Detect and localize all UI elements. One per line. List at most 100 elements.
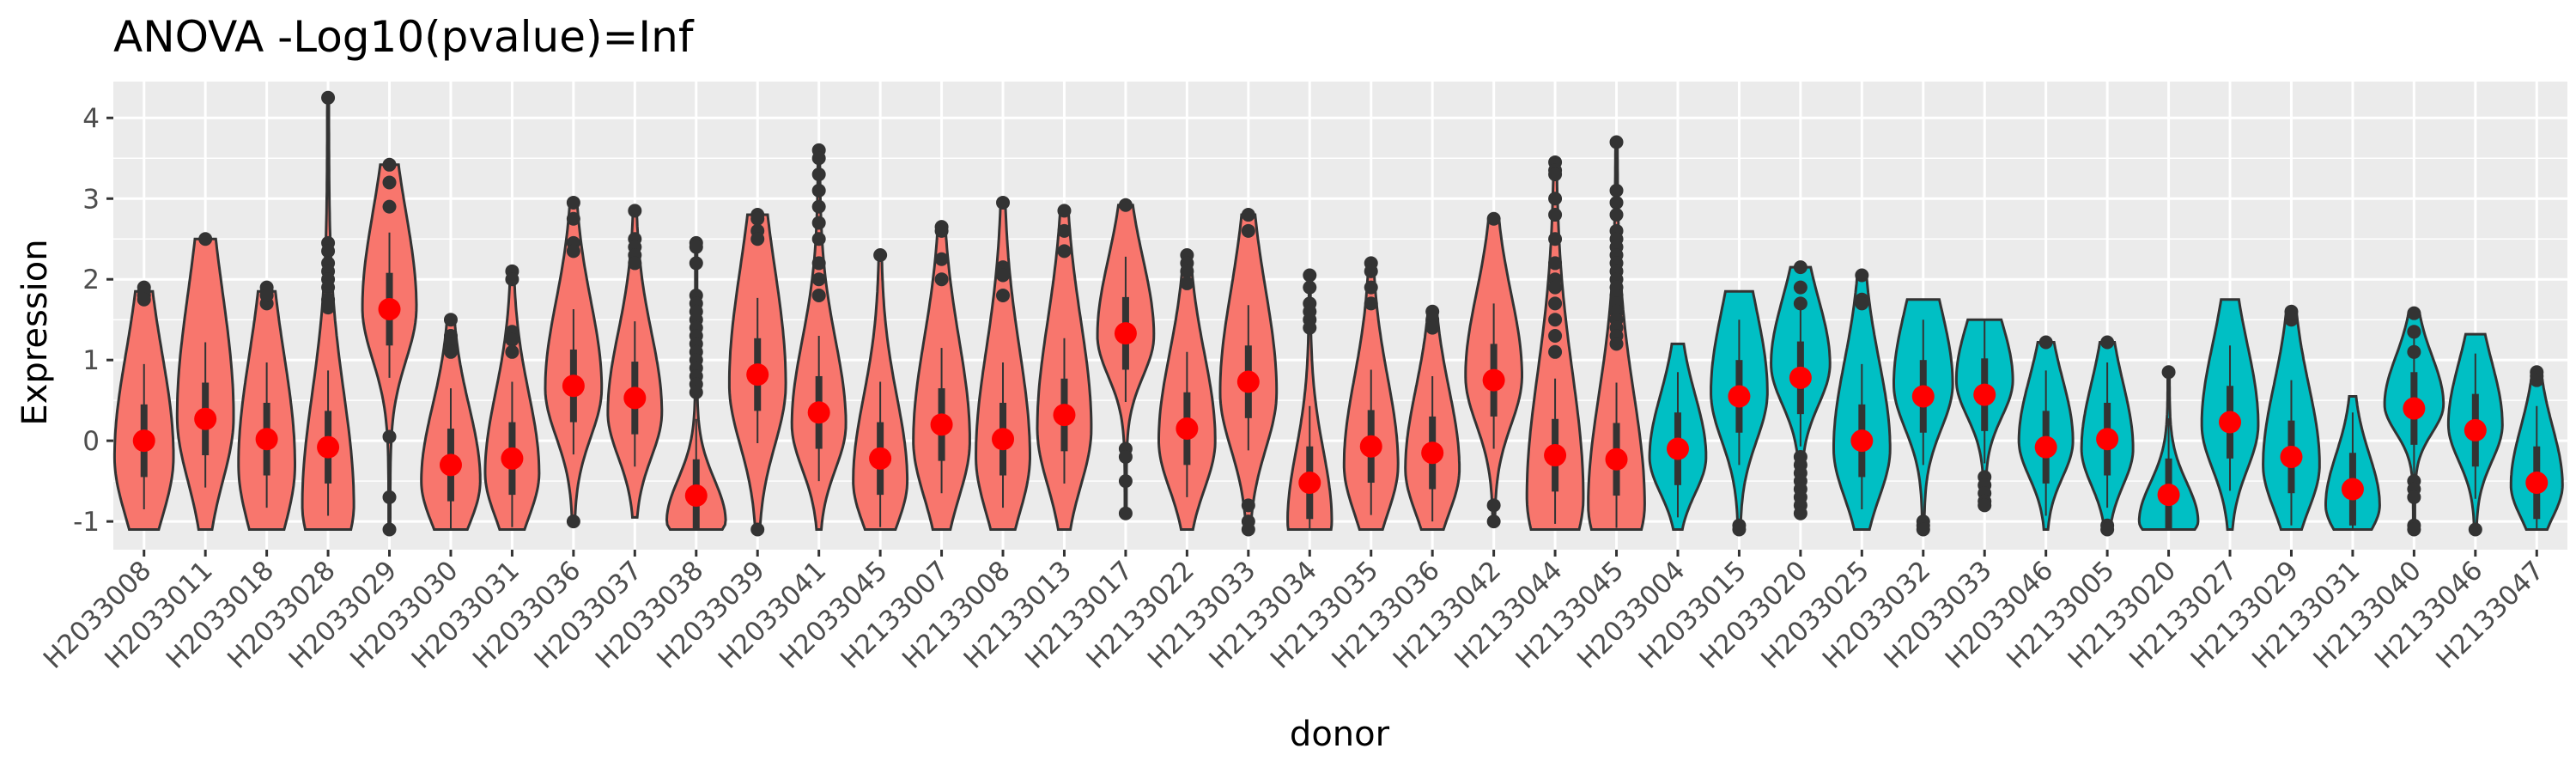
outlier-point (321, 280, 336, 295)
outlier-point (1548, 296, 1563, 311)
mean-point-H2033030 (439, 453, 462, 477)
outlier-point (2284, 313, 2299, 327)
outlier-point (2407, 344, 2421, 359)
outlier-point (1855, 296, 1869, 311)
outlier-points (137, 90, 2544, 537)
mean-point-H2033011 (194, 407, 217, 430)
outlier-point (811, 232, 826, 247)
mean-point-H2033046 (2034, 435, 2057, 459)
mean-point-H2033041 (807, 401, 830, 424)
y-tick-label: 3 (82, 184, 100, 215)
mean-point-H2133031 (2341, 478, 2364, 501)
outlier-point (1486, 514, 1501, 529)
outlier-point (628, 204, 642, 218)
outlier-point (2407, 306, 2421, 320)
outlier-point (505, 344, 519, 359)
outlier-point (566, 244, 580, 259)
mean-point-H2133027 (2219, 411, 2242, 434)
y-tick-label: 0 (82, 426, 100, 457)
outlier-point (382, 199, 397, 214)
outlier-point (1057, 204, 1072, 218)
mean-point-H2033036 (562, 374, 585, 398)
outlier-point (321, 244, 336, 259)
outlier-point (505, 332, 519, 347)
mean-point-H2033039 (746, 363, 769, 386)
outlier-point (1548, 280, 1563, 295)
outlier-point (1241, 208, 1255, 222)
mean-point-H2133005 (2096, 428, 2119, 451)
mean-points (132, 297, 2549, 508)
mean-point-H2033045 (869, 447, 892, 470)
outlier-point (321, 90, 336, 105)
outlier-point (811, 216, 826, 230)
outlier-point (1241, 522, 1255, 537)
outlier-point (566, 195, 580, 210)
mean-point-H2133042 (1482, 368, 1505, 392)
outlier-point (1548, 208, 1563, 222)
outlier-point (1548, 328, 1563, 343)
y-axis-title: Expression (15, 239, 55, 425)
y-tick-label: 2 (82, 265, 100, 295)
outlier-point (1548, 344, 1563, 359)
mean-point-H2033033 (1973, 383, 1996, 406)
outlier-point (1793, 296, 1807, 311)
outlier-point (811, 256, 826, 271)
outlier-point (1548, 167, 1563, 182)
outlier-point (1793, 280, 1807, 295)
outlier-point (996, 289, 1011, 303)
outlier-point (2038, 335, 2053, 350)
outlier-point (2161, 365, 2176, 380)
mean-point-H2033031 (501, 447, 524, 470)
outlier-point (2468, 522, 2482, 537)
outlier-point (566, 514, 580, 529)
mean-point-H2133036 (1421, 441, 1444, 465)
outlier-point (1364, 264, 1378, 278)
outlier-point (750, 522, 765, 537)
outlier-point (1241, 223, 1255, 238)
y-tick-label: 1 (82, 345, 100, 376)
outlier-point (1118, 506, 1133, 520)
outlier-point (1855, 268, 1869, 283)
outlier-point (689, 256, 703, 271)
mean-point-H2133046 (2464, 418, 2487, 441)
mean-point-H2133007 (930, 413, 953, 436)
outlier-point (1118, 198, 1133, 212)
outlier-point (1303, 268, 1317, 283)
mean-point-H2033029 (378, 297, 401, 320)
outlier-point (1180, 264, 1194, 278)
outlier-point (382, 157, 397, 172)
outlier-point (1978, 498, 1992, 513)
outlier-point (1118, 474, 1133, 489)
mean-point-H2033020 (1789, 366, 1812, 389)
outlier-point (934, 223, 949, 238)
outlier-point (811, 167, 826, 182)
outlier-point (628, 256, 642, 271)
outlier-point (811, 151, 826, 166)
mean-point-H2133040 (2403, 397, 2426, 420)
outlier-point (2407, 522, 2421, 537)
outlier-point (750, 211, 765, 226)
outlier-point (1609, 135, 1624, 149)
mean-point-H2133022 (1176, 417, 1199, 441)
outlier-point (1118, 449, 1133, 464)
outlier-point (1548, 192, 1563, 206)
outlier-point (1180, 276, 1194, 290)
outlier-point (873, 248, 888, 263)
outlier-point (1609, 183, 1624, 198)
outlier-point (1793, 506, 1807, 520)
mean-point-H2133033 (1236, 370, 1260, 393)
outlier-point (198, 232, 213, 247)
mean-point-H2033037 (623, 386, 647, 410)
mean-point-H2133047 (2525, 472, 2549, 495)
x-axis-title: donor (1290, 715, 1390, 754)
outlier-point (811, 199, 826, 214)
chart-title: ANOVA -Log10(pvalue)=Inf (113, 12, 695, 62)
outlier-point (1916, 522, 1930, 537)
outlier-point (382, 490, 397, 504)
mean-point-H2033032 (1911, 385, 1935, 408)
outlier-point (1057, 244, 1072, 259)
outlier-point (2407, 325, 2421, 339)
mean-point-H2133029 (2280, 445, 2303, 468)
outlier-point (259, 289, 274, 303)
outlier-point (996, 195, 1011, 210)
